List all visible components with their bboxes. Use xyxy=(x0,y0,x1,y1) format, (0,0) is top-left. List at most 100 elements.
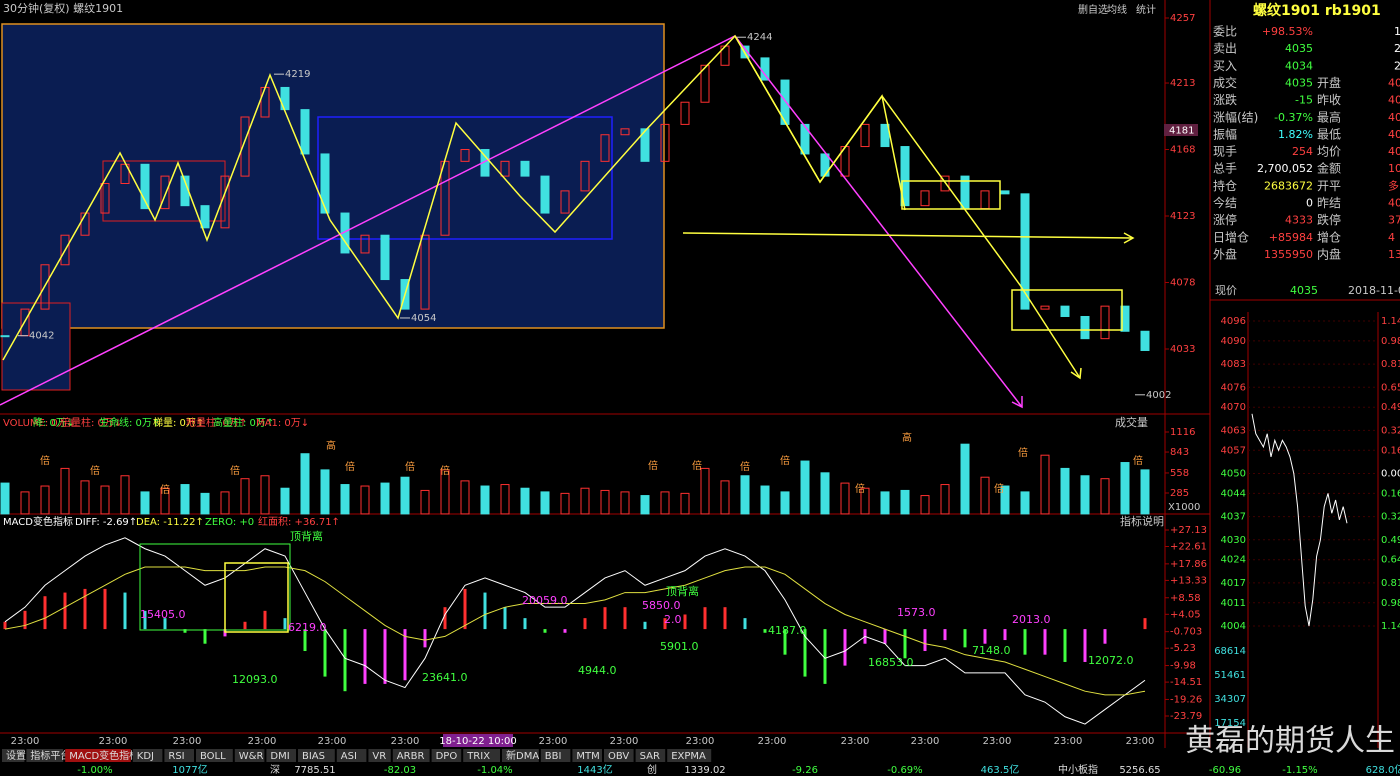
mini-tick-label: 4063 xyxy=(1221,425,1246,436)
candle xyxy=(160,175,170,210)
tab[interactable]: TRIX xyxy=(466,751,490,762)
volume-bar xyxy=(680,492,690,515)
tab-bg[interactable] xyxy=(164,749,194,762)
macd-bar xyxy=(23,610,27,630)
quote-value: 1355950 xyxy=(1264,248,1313,261)
tab-bg[interactable] xyxy=(572,749,602,762)
arrow-head xyxy=(1123,232,1135,244)
tab-bg[interactable] xyxy=(26,749,64,762)
tab[interactable]: EXPMA xyxy=(671,751,706,762)
volume-bar xyxy=(840,482,850,515)
tab[interactable]: MTM xyxy=(576,751,599,762)
tab-bg[interactable] xyxy=(2,749,25,762)
status-item: 深 xyxy=(270,764,280,776)
macd-bar xyxy=(823,629,827,684)
macd-bar xyxy=(383,629,387,684)
range-box xyxy=(1,302,71,391)
tab-bg[interactable] xyxy=(392,749,430,762)
tab[interactable]: KDJ xyxy=(137,751,154,762)
volume-marker: 倍 xyxy=(90,464,100,477)
tab[interactable]: BOLL xyxy=(200,751,226,762)
volume-bar xyxy=(540,491,550,515)
volume-tick-label: 1116 xyxy=(1170,427,1195,438)
tab[interactable]: VR xyxy=(372,751,386,762)
macd-bar xyxy=(1043,629,1047,655)
header-button[interactable]: 统计 xyxy=(1136,3,1156,16)
macd-annotation: 15405.0 xyxy=(140,608,186,621)
tab-bg[interactable] xyxy=(336,749,367,762)
volume-unit: X1000 xyxy=(1168,502,1200,513)
tab-bg[interactable] xyxy=(667,749,712,762)
candle xyxy=(1040,305,1050,310)
tab[interactable]: 新DMA xyxy=(506,749,539,762)
tab[interactable]: BIAS xyxy=(302,751,325,762)
tab-bg[interactable] xyxy=(368,749,391,762)
tab-bg[interactable] xyxy=(65,749,131,762)
tab-bg[interactable] xyxy=(431,749,462,762)
mini-tick-label: 4057 xyxy=(1221,445,1246,456)
volume-bar xyxy=(240,478,250,515)
tab[interactable]: DPO xyxy=(436,751,458,762)
volume-bar xyxy=(480,485,490,515)
tab[interactable]: ARBR xyxy=(397,751,425,762)
macd-help[interactable]: 指标说明 xyxy=(1120,514,1164,528)
volume-bar xyxy=(860,487,870,515)
tab-bg[interactable] xyxy=(540,749,571,762)
tab[interactable]: 设置 xyxy=(6,750,26,762)
candle xyxy=(460,149,470,162)
tab[interactable]: OBV xyxy=(608,751,629,762)
volume-selector[interactable]: 成交量 xyxy=(1115,415,1148,429)
time-label: 23:00 xyxy=(391,736,420,747)
quote-label: 昨收 xyxy=(1317,93,1341,107)
candle xyxy=(580,160,590,192)
macd-bar xyxy=(503,607,507,630)
tab[interactable]: SAR xyxy=(640,751,660,762)
quote-value: 40 xyxy=(1388,128,1400,141)
tab[interactable]: RSI xyxy=(168,751,184,762)
quote-value: 4034 xyxy=(1285,59,1313,72)
quote-value: 多 xyxy=(1388,178,1399,192)
mini-pct-label: 0.32 xyxy=(1381,425,1400,436)
mini-pct-label: 0.81 xyxy=(1381,359,1400,370)
header-button[interactable]: 删自选 xyxy=(1078,3,1108,16)
volume-marker: 倍 xyxy=(855,482,865,495)
tab[interactable]: W&R xyxy=(239,751,264,762)
volume-bar xyxy=(440,469,450,515)
mini-pct-label: 0.81 xyxy=(1381,578,1400,589)
header-button[interactable]: 均线 xyxy=(1107,3,1127,16)
tab[interactable]: 指标平台 xyxy=(30,749,70,762)
quote-label: 外盘 xyxy=(1213,246,1237,261)
quote-label: 总手 xyxy=(1213,162,1237,176)
tab[interactable]: ASI xyxy=(341,751,357,762)
mini-pct-label: 0.16 xyxy=(1381,488,1400,499)
mini-tick-label: 4024 xyxy=(1221,555,1246,566)
tab-bg[interactable] xyxy=(234,749,265,762)
tab[interactable]: DMI xyxy=(270,751,289,762)
tab-bg[interactable] xyxy=(266,749,296,762)
quote-label: 昨结 xyxy=(1317,196,1341,210)
chart-header: 30分钟(复权) 螺纹1901 xyxy=(3,1,123,15)
tab-bg[interactable] xyxy=(196,749,233,762)
macd-tick-label: +4.05 xyxy=(1170,609,1201,620)
arrow-head xyxy=(1070,367,1082,380)
macd-bar xyxy=(63,592,67,630)
candle xyxy=(1120,305,1130,332)
volume-marker: 高 xyxy=(902,431,912,444)
tab-bg[interactable] xyxy=(635,749,666,762)
candle xyxy=(360,234,370,254)
volume-bar xyxy=(180,484,190,515)
tab-bg[interactable] xyxy=(604,749,634,762)
tab[interactable]: BBI xyxy=(545,751,562,762)
tab[interactable]: MACD变色指标 xyxy=(69,749,139,762)
tab-bg[interactable] xyxy=(463,749,500,762)
tab-bg[interactable] xyxy=(132,749,163,762)
volume-bar xyxy=(1120,462,1130,515)
macd-bar xyxy=(963,629,967,648)
macd-bar xyxy=(1103,629,1107,644)
volume-bar xyxy=(1020,491,1030,515)
tab-bg[interactable] xyxy=(502,749,539,762)
volume-bar xyxy=(200,492,210,515)
status-item: -0.69% xyxy=(887,765,922,776)
quote-value: 1090 xyxy=(1388,162,1400,175)
tab-bg[interactable] xyxy=(298,749,335,762)
